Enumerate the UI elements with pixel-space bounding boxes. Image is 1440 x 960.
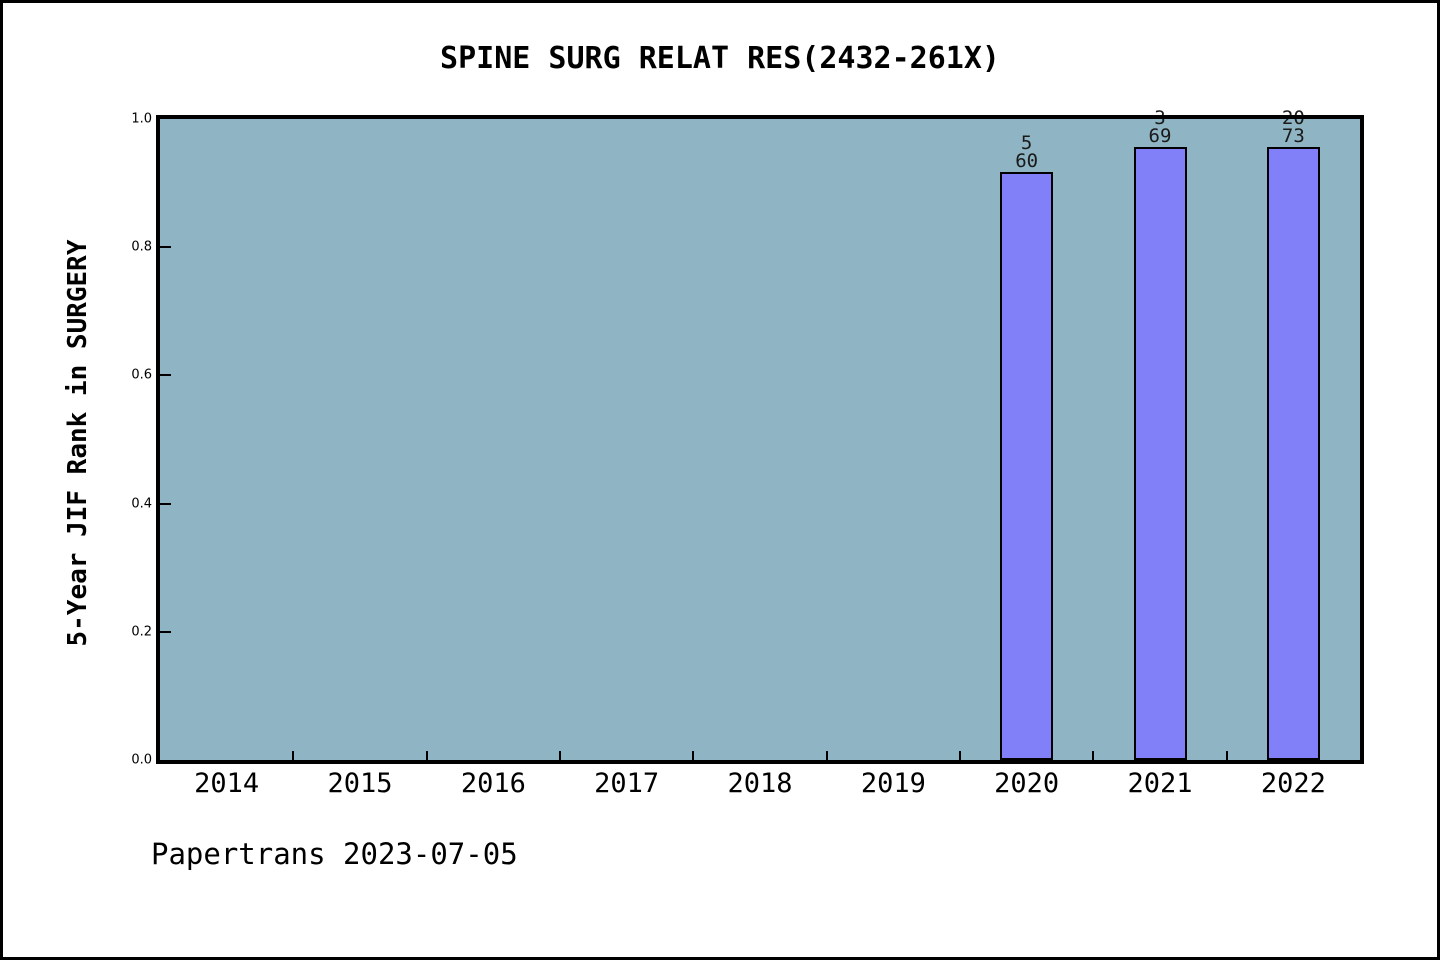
x-tick-label: 2017 xyxy=(594,768,660,799)
x-tick-label: 2014 xyxy=(194,768,260,799)
bar-annotation-2020: 5 60 xyxy=(1015,132,1039,172)
bar-total: 69 xyxy=(1148,125,1172,147)
y-tick-mark xyxy=(160,246,171,249)
y-tick-label: 0.4 xyxy=(131,496,152,512)
footer-text: Papertrans 2023-07-05 xyxy=(151,837,518,871)
chart-title: SPINE SURG RELAT RES(2432-261X) xyxy=(440,41,1000,76)
x-tick-label: 2022 xyxy=(1260,768,1326,799)
bar-2021 xyxy=(1134,147,1187,760)
x-tick-mark xyxy=(1092,751,1095,760)
y-tick-mark xyxy=(160,374,171,377)
x-tick-mark xyxy=(559,751,561,760)
y-tick-mark xyxy=(160,502,171,505)
x-tick-label: 2018 xyxy=(727,768,793,799)
y-tick-label: 0.8 xyxy=(131,239,152,255)
x-tick-mark xyxy=(292,751,295,760)
x-tick-mark xyxy=(425,751,428,760)
bar-annotation-2022: 20 73 xyxy=(1281,109,1305,147)
x-tick-label: 2021 xyxy=(1127,768,1193,799)
x-tick-label: 2016 xyxy=(460,768,526,799)
plot-area: 5 60 3 69 20 73 xyxy=(160,109,1360,760)
y-axis-label: 5-Year JIF Rank in SURGERY xyxy=(63,239,93,647)
x-tick-mark xyxy=(825,751,828,760)
x-tick-label: 2015 xyxy=(327,768,393,799)
y-tick-label: 0.2 xyxy=(131,624,152,640)
x-tick-mark xyxy=(692,751,695,760)
x-tick-mark xyxy=(959,751,961,760)
bar-2022 xyxy=(1267,147,1320,760)
bar-total: 60 xyxy=(1015,150,1039,172)
y-tick-mark xyxy=(160,630,171,633)
y-tick-label: 0.0 xyxy=(131,752,152,768)
x-tick-label: 2019 xyxy=(860,768,926,799)
y-tick-label: 1.0 xyxy=(131,111,152,127)
bar-total: 73 xyxy=(1281,125,1305,147)
y-tick-label: 0.6 xyxy=(131,367,152,383)
x-tick-mark xyxy=(1225,751,1228,760)
bar-rank: 5 xyxy=(1020,132,1033,154)
bar-annotation-2021: 3 69 xyxy=(1148,109,1172,147)
x-tick-label: 2020 xyxy=(994,768,1060,799)
bar-2020 xyxy=(1000,172,1053,760)
